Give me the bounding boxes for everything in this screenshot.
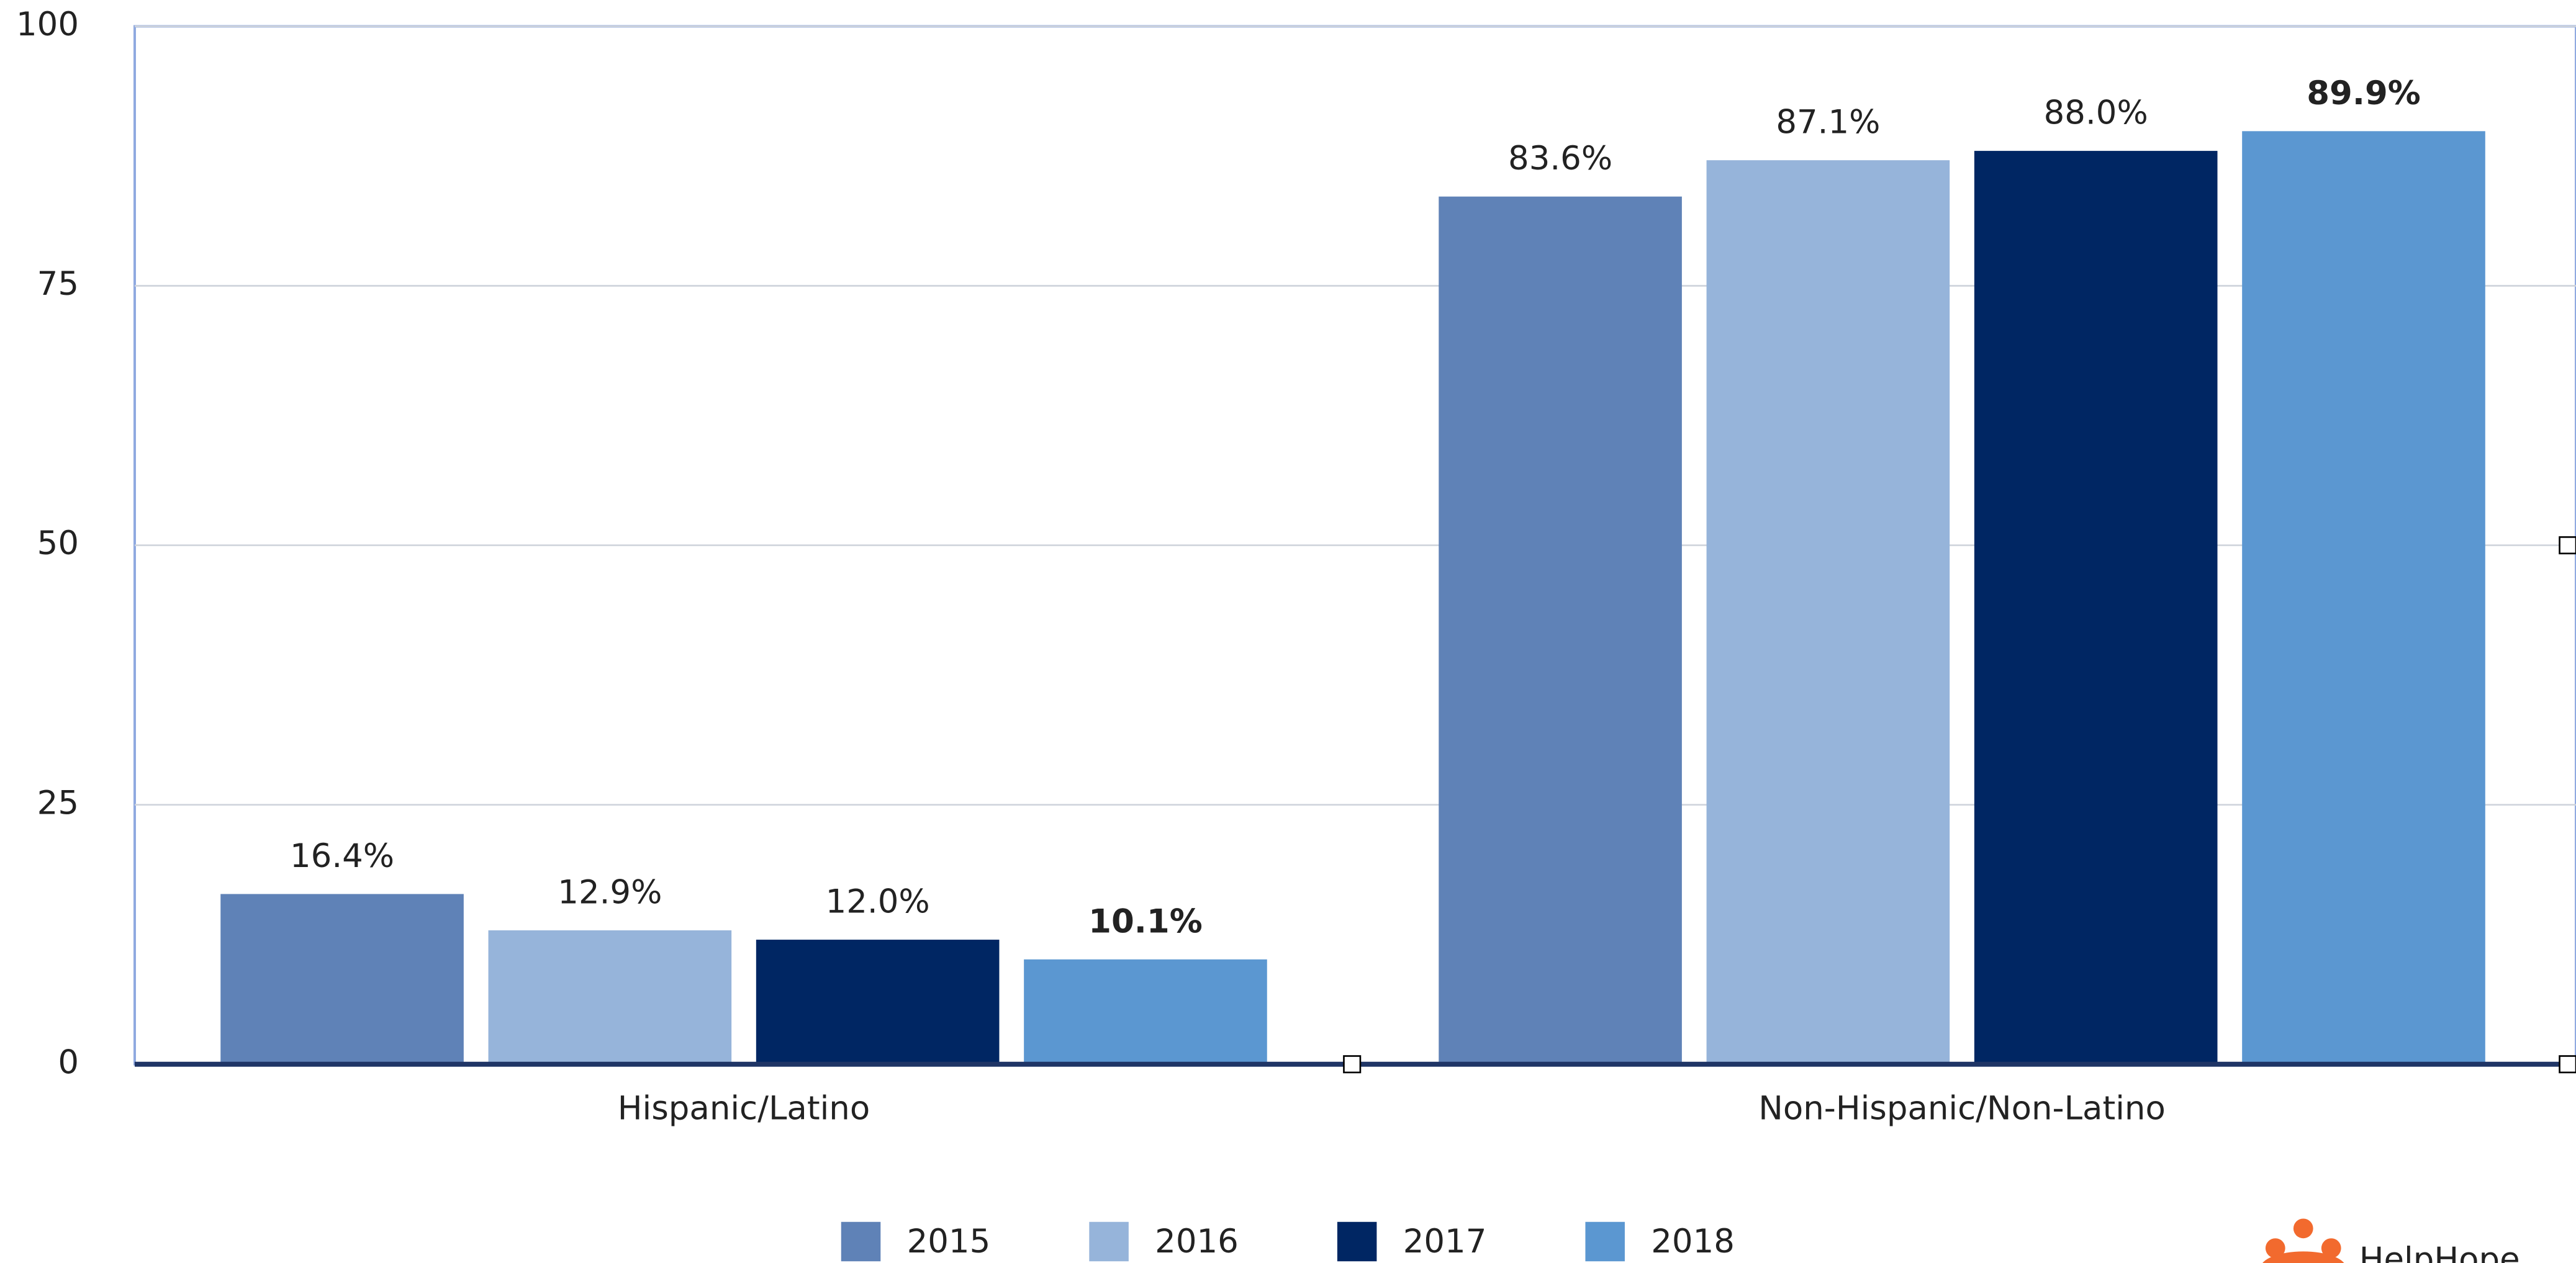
handle: [2559, 1055, 2576, 1074]
x-tick-label: Hispanic/Latino: [618, 1089, 870, 1127]
logo-text: HelpHope: [2359, 1241, 2520, 1263]
data-label: 83.6%: [1508, 140, 1612, 178]
bar: [220, 894, 464, 1064]
y-tick-label: 100: [16, 6, 79, 43]
logo-icon: [2262, 1251, 2344, 1263]
y-tick-label: 50: [37, 524, 79, 562]
bar: [1024, 959, 1267, 1064]
y-tick-label: 75: [37, 265, 79, 303]
x-tick-label: Non-Hispanic/Non-Latino: [1758, 1089, 2166, 1127]
data-label: 10.1%: [1088, 902, 1203, 940]
logo-icon: [2265, 1238, 2285, 1258]
data-label: 12.9%: [558, 873, 662, 911]
legend-swatch: [841, 1221, 881, 1262]
bar: [1706, 160, 1950, 1064]
handle: [1343, 1055, 1362, 1074]
bar: [756, 940, 1000, 1064]
data-label: 89.9%: [2307, 74, 2421, 112]
data-label: 16.4%: [290, 837, 394, 875]
data-label: 87.1%: [1776, 104, 1880, 142]
legend-label: 2015: [907, 1223, 991, 1261]
bar: [2242, 131, 2485, 1064]
handle: [2559, 536, 2576, 555]
legend-label: 2016: [1155, 1223, 1239, 1261]
logo-icon: [2321, 1238, 2341, 1258]
legend-swatch: [1585, 1221, 1625, 1262]
legend-swatch: [1337, 1221, 1377, 1262]
legend-swatch: [1089, 1221, 1129, 1262]
data-label: 88.0%: [2044, 94, 2148, 132]
y-tick-label: 0: [58, 1043, 79, 1081]
legend-label: 2017: [1403, 1223, 1487, 1261]
legend-label: 2018: [1651, 1223, 1735, 1261]
bar: [488, 930, 732, 1064]
data-label: 12.0%: [826, 883, 930, 920]
y-tick-label: 25: [37, 784, 79, 822]
bar: [1439, 196, 1682, 1064]
logo-icon: [2293, 1218, 2313, 1239]
bar: [1974, 151, 2218, 1064]
